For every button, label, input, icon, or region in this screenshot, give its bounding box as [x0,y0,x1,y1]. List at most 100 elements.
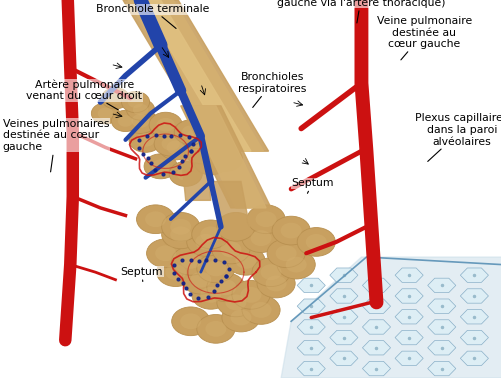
Circle shape [171,246,209,275]
Circle shape [129,127,162,152]
Polygon shape [362,361,390,376]
Polygon shape [297,341,325,355]
Polygon shape [297,361,325,376]
Circle shape [159,135,192,160]
Circle shape [201,156,219,169]
Circle shape [241,224,280,253]
Text: Artère bronchique (venant du cœur
gauche via l'artère thoracique): Artère bronchique (venant du cœur gauche… [264,0,457,23]
Polygon shape [210,181,250,234]
Circle shape [186,228,224,256]
Polygon shape [427,320,455,334]
Circle shape [174,120,207,145]
Circle shape [118,115,133,127]
Circle shape [170,219,191,235]
Circle shape [190,272,211,288]
Polygon shape [459,310,487,324]
Polygon shape [180,151,210,200]
Circle shape [231,280,270,309]
Circle shape [225,294,246,310]
Circle shape [171,307,209,336]
Circle shape [216,212,255,241]
Circle shape [230,310,251,325]
Circle shape [221,303,260,332]
Circle shape [250,230,271,246]
Polygon shape [123,0,268,151]
Polygon shape [362,320,390,334]
Circle shape [121,91,149,113]
Polygon shape [394,268,422,282]
Circle shape [161,212,199,241]
Circle shape [136,205,174,234]
Circle shape [195,234,216,250]
Circle shape [128,96,143,108]
Circle shape [220,242,241,257]
Text: Veine pulmonaire
destinée au
cœur gauche: Veine pulmonaire destinée au cœur gauche [376,16,471,60]
Circle shape [211,235,249,264]
Polygon shape [362,341,390,355]
Circle shape [260,264,281,280]
Circle shape [98,108,113,119]
Circle shape [297,228,335,256]
Text: Artère pulmonaire
venant du cœur droit: Artère pulmonaire venant du cœur droit [26,79,142,110]
Polygon shape [427,299,455,313]
Circle shape [277,250,315,279]
Polygon shape [394,351,422,366]
Circle shape [206,273,244,302]
Circle shape [272,216,310,245]
Circle shape [145,211,166,227]
Circle shape [191,220,229,249]
Circle shape [170,226,191,242]
Circle shape [200,287,221,303]
Circle shape [161,137,179,150]
Polygon shape [128,0,263,151]
Circle shape [161,220,199,249]
Circle shape [184,139,217,164]
Circle shape [225,219,246,235]
Polygon shape [329,268,357,282]
Circle shape [191,144,209,158]
Circle shape [205,321,226,337]
Circle shape [181,265,219,294]
Polygon shape [459,268,487,282]
Circle shape [241,296,280,324]
Polygon shape [427,341,455,355]
Text: Bronchioles
respiratoires: Bronchioles respiratoires [237,72,306,107]
Circle shape [154,131,187,156]
Polygon shape [459,289,487,303]
Polygon shape [329,351,357,366]
Circle shape [180,253,201,269]
Circle shape [131,114,149,128]
Circle shape [156,258,194,287]
Circle shape [146,239,184,268]
Circle shape [255,211,276,227]
Circle shape [166,141,184,154]
Circle shape [205,260,226,276]
Text: Plexus capillaires
dans la paroi
alvéolaires: Plexus capillaires dans la paroi alvéola… [414,113,501,161]
Polygon shape [394,289,422,303]
Polygon shape [297,299,325,313]
Polygon shape [329,310,357,324]
Circle shape [267,239,305,268]
Polygon shape [427,361,455,376]
Circle shape [156,118,174,132]
Circle shape [149,112,182,137]
Polygon shape [459,330,487,345]
Circle shape [235,253,256,269]
Circle shape [169,161,202,186]
Circle shape [257,269,295,298]
Circle shape [204,131,237,156]
Circle shape [246,205,285,234]
Circle shape [226,246,265,275]
Circle shape [194,150,227,175]
Circle shape [285,257,306,273]
Circle shape [124,108,157,133]
Circle shape [165,264,186,280]
Circle shape [155,245,176,261]
Text: Veines pulmonaires
destinée au cœur
gauche: Veines pulmonaires destinée au cœur gauc… [3,119,109,172]
Circle shape [305,234,326,250]
Text: Septum: Septum [291,178,333,193]
Circle shape [144,154,177,179]
Circle shape [191,280,229,309]
Circle shape [250,302,271,318]
Circle shape [101,88,129,109]
